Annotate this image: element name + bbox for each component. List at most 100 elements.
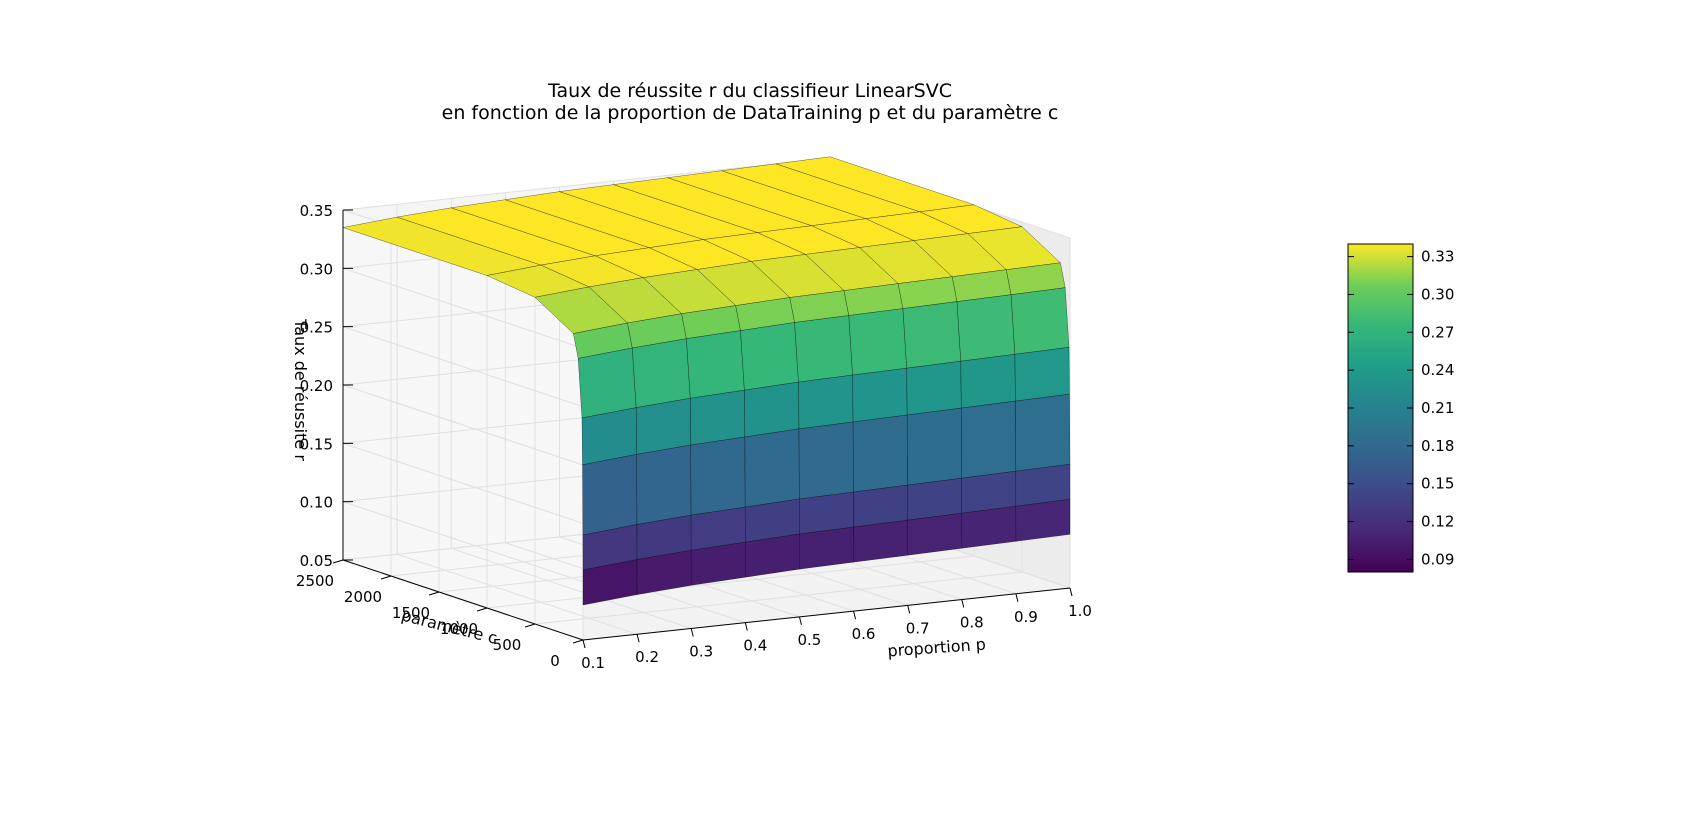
x-axis-line xyxy=(582,587,1071,641)
x-tick-label: 0.1 xyxy=(581,654,605,672)
x-tick-label: 0.3 xyxy=(689,642,713,660)
surface-facet xyxy=(902,301,962,369)
grid-line-z xyxy=(342,501,584,583)
surface-facet xyxy=(794,315,853,383)
surface-facet xyxy=(906,360,962,416)
grid-line-y xyxy=(486,555,975,609)
x-tick xyxy=(636,634,640,643)
y-axis-line xyxy=(342,559,584,641)
surface-facet xyxy=(635,398,691,455)
x-tick-label: 0.2 xyxy=(635,648,659,666)
y-tick xyxy=(572,639,584,644)
surface-facet xyxy=(853,519,908,563)
surface-facet xyxy=(799,526,854,570)
grid-line-z xyxy=(342,384,584,466)
surface-facet xyxy=(582,454,638,536)
z-tick-label: 0.20 xyxy=(300,377,333,395)
z-tick-label: 0.15 xyxy=(300,435,333,453)
y-tick xyxy=(380,575,392,580)
colorbar-tick-label: 0.27 xyxy=(1421,323,1454,341)
y-tick-label: 2500 xyxy=(296,572,334,590)
y-tick-label: 0 xyxy=(550,652,560,670)
colorbar-tick-label: 0.12 xyxy=(1421,513,1454,531)
x-tick xyxy=(798,616,802,626)
surface-facet xyxy=(798,421,854,500)
colorbar-tick-label: 0.24 xyxy=(1421,361,1454,379)
z-tick-label: 0.10 xyxy=(300,494,333,512)
y-tick-label: 2000 xyxy=(344,588,382,606)
colorbar-tick-label: 0.15 xyxy=(1421,475,1454,493)
y-tick xyxy=(332,559,344,564)
colorbar-tick-label: 0.21 xyxy=(1421,399,1454,417)
surface-facet xyxy=(690,389,746,446)
colorbar-tick-label: 0.09 xyxy=(1421,550,1454,568)
axes: 0.1 0.2 0.3 0.4 0.5 0.6 0.7 0.8 0.9 1.0 0 500 1000 15… xyxy=(291,202,1092,672)
y-axis-label: paramètre c xyxy=(399,606,499,648)
y-tick xyxy=(476,607,488,612)
x-tick-label: 0.7 xyxy=(906,619,930,637)
surface-facet xyxy=(906,407,962,486)
colorbar-tick-label: 0.30 xyxy=(1421,285,1454,303)
grid-line-x xyxy=(396,553,638,635)
surface-facet xyxy=(852,414,908,493)
colorbar-tick-label: 0.33 xyxy=(1421,248,1454,266)
surface-facet xyxy=(961,400,1017,479)
chart-subtitle: en fonction de la proportion de DataTrai… xyxy=(441,102,1059,124)
z-tick-label: 0.30 xyxy=(300,260,333,278)
surface-facet xyxy=(956,294,1016,362)
colorbar-tick-label: 0.18 xyxy=(1421,437,1454,455)
surface-facet xyxy=(907,512,963,556)
chart-title: Taux de réussite r du classifieur Linear… xyxy=(548,80,952,102)
x-tick xyxy=(1015,593,1019,602)
surface-facet xyxy=(744,381,800,438)
x-tick-label: 0.6 xyxy=(852,625,876,643)
surface-facet xyxy=(848,308,907,376)
surface-facet xyxy=(744,428,800,508)
surface-facet xyxy=(852,367,908,423)
surface-facet xyxy=(690,436,746,516)
grid-line-z xyxy=(342,267,584,349)
z-tick-label: 0.35 xyxy=(300,202,333,220)
surface-facet xyxy=(740,322,799,391)
z-tick-label: 0.05 xyxy=(300,552,333,570)
x-tick-label: 1.0 xyxy=(1068,602,1092,620)
y-tick-label: 1500 xyxy=(392,604,430,622)
surface xyxy=(342,156,1071,606)
x-tick-label: 0.9 xyxy=(1014,608,1038,626)
x-tick xyxy=(744,622,748,631)
surface-facet xyxy=(907,477,962,521)
x-tick-label: 0.5 xyxy=(798,631,822,649)
surface-facet xyxy=(686,330,745,399)
surface-facet xyxy=(632,338,691,408)
x-tick xyxy=(690,628,694,637)
grid-line-z xyxy=(342,442,584,524)
surface-facet xyxy=(961,470,1017,514)
surface-facet xyxy=(1015,393,1071,472)
x-tick xyxy=(582,639,586,649)
colorbar-gradient xyxy=(1347,243,1414,573)
surface-facet xyxy=(636,444,692,525)
grid-line-z xyxy=(342,157,831,211)
surface-facet xyxy=(1015,464,1071,507)
surface-facet xyxy=(1015,499,1071,542)
surface-facet xyxy=(960,354,1016,409)
x-tick xyxy=(1069,587,1073,597)
colorbar: 0.09 0.12 0.15 0.18 0.21 0.24 0.27 0.30 0.33 xyxy=(1347,243,1454,573)
x-tick xyxy=(961,599,965,608)
surface-facet xyxy=(799,491,854,535)
z-tick-label: 0.25 xyxy=(300,319,333,337)
y-tick xyxy=(428,591,440,596)
x-tick-label: 0.4 xyxy=(743,637,767,655)
y-tick-label: 500 xyxy=(493,636,522,654)
y-tick-label: 1000 xyxy=(440,620,478,638)
surface-facet xyxy=(577,347,637,419)
surface-facet xyxy=(1014,347,1070,402)
grid-line-y xyxy=(534,571,1023,625)
surface-facet xyxy=(798,374,854,430)
surface-facet xyxy=(1010,287,1070,355)
surface-facet xyxy=(961,506,1017,549)
x-axis-label: proportion p xyxy=(887,635,987,661)
x-tick xyxy=(853,610,857,620)
x-tick xyxy=(907,605,911,614)
